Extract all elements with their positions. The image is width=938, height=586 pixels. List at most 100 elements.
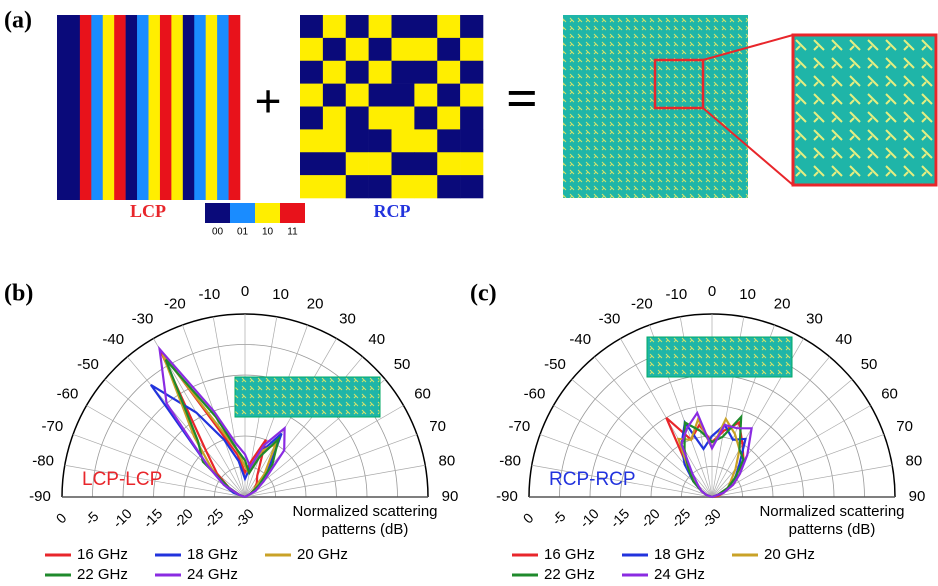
legend-label: 22 GHz [77,566,128,583]
code-label: 00 [212,227,224,238]
equals-sign: = [506,68,538,130]
theta-tick-label: 40 [368,331,385,348]
lcp-label: LCP [130,201,166,221]
checker-cell [323,38,346,61]
plus-sign: + [254,75,281,128]
r-tick-label: 0 [520,510,537,527]
theta-tick-label: -10 [199,286,221,303]
checker-cell [323,175,346,198]
theta-tick-label: -40 [569,331,591,348]
checker-cell [346,175,369,198]
checker-cell [437,152,460,175]
stripe [137,15,149,200]
theta-tick-label: 60 [881,385,898,402]
stripe [114,15,126,200]
code-label: 01 [237,227,249,238]
checker-cell [460,107,483,130]
checker-cell [300,15,323,38]
checker-cell [392,152,415,175]
checker-cell [300,107,323,130]
axis-label: Normalized scattering [292,503,437,520]
r-tick-label: -5 [549,508,569,528]
code-swatch [255,203,280,223]
checker-cell [369,152,392,175]
checker-cell [300,175,323,198]
checker-cell [300,84,323,107]
r-tick-label: -10 [109,505,135,531]
checker-cell [346,61,369,84]
checker-cell [369,107,392,130]
inset-structure [235,377,380,417]
theta-tick-label: -60 [524,385,546,402]
checker-cell [323,61,346,84]
theta-tick-label: -20 [631,295,653,312]
r-tick-label: -15 [140,505,166,531]
theta-tick-label: -80 [499,452,521,469]
zoom-view [793,35,936,185]
r-tick-label: -5 [82,508,102,528]
code-swatch [280,203,305,223]
checker-cell [414,175,437,198]
legend-label: 22 GHz [544,566,595,583]
stripe [217,15,229,200]
legend-label: 16 GHz [544,546,595,563]
stripe [160,15,172,200]
theta-tick-label: 60 [414,385,431,402]
theta-tick-label: -70 [42,418,64,435]
checker-cell [392,175,415,198]
legend-label: 20 GHz [297,546,348,563]
checker-cell [369,38,392,61]
theta-tick-label: -10 [666,286,688,303]
checker-cell [460,175,483,198]
theta-tick-label: -90 [29,488,51,505]
r-tick-label: -25 [668,505,694,531]
checker-cell [300,61,323,84]
r-tick-label: -25 [201,505,227,531]
axis-label: patterns (dB) [322,521,409,538]
theta-tick-label: 20 [307,295,324,312]
theta-tick-label: 10 [272,286,289,303]
stripe [171,15,183,200]
checker-cell [437,84,460,107]
checker-cell [346,152,369,175]
checker-cell [369,15,392,38]
stripe [126,15,138,200]
r-tick-label: 0 [53,510,70,527]
checker-cell [392,84,415,107]
checker-cell [460,129,483,152]
checker-cell [346,129,369,152]
checker-cell [460,15,483,38]
theta-tick-label: -50 [77,356,99,373]
stripe [206,15,218,200]
legend-label: 18 GHz [654,546,705,563]
theta-tick-label: -30 [132,310,154,327]
r-tick-label: -30 [698,505,724,531]
checker-cell [323,15,346,38]
r-tick-label: -30 [231,505,257,531]
r-tick-label: -20 [637,505,663,531]
rcp-coding [300,15,483,198]
figure: (a) + = LCP RCP 00011011 (b)0-5-10-15-20… [0,0,938,586]
checker-cell [414,129,437,152]
theta-tick-label: 80 [439,452,456,469]
code-label: 10 [262,227,274,238]
checker-cell [460,61,483,84]
theta-tick-label: 50 [861,356,878,373]
panel-label: (c) [470,281,497,307]
checker-cell [414,15,437,38]
checker-cell [323,129,346,152]
theta-tick-label: -60 [57,385,79,402]
checker-cell [300,152,323,175]
stripe [57,15,69,200]
checker-cell [414,107,437,130]
checker-cell [369,129,392,152]
legend-label: 24 GHz [654,566,705,583]
checker-cell [437,15,460,38]
checker-cell [300,129,323,152]
checker-cell [369,84,392,107]
legend-label: 18 GHz [187,546,238,563]
checker-cell [392,107,415,130]
checker-cell [414,152,437,175]
theta-tick-label: 90 [909,488,926,505]
